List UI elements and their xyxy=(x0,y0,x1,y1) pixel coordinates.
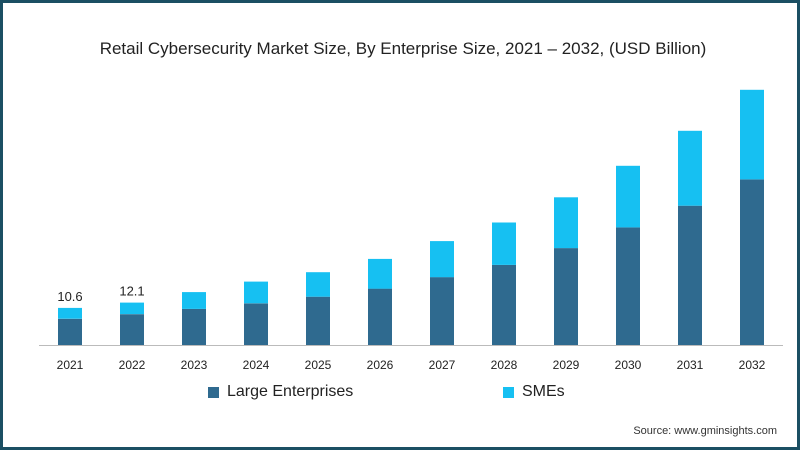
data-label-layer: 10.6 12.1 xyxy=(57,284,144,304)
x-tick-label-2031: 2031 xyxy=(677,358,704,372)
bar-large-enterprises-2025 xyxy=(306,296,330,345)
x-tick-label-2022: 2022 xyxy=(119,358,146,372)
legend-swatch-smes xyxy=(503,386,514,398)
bar-smes-2032 xyxy=(740,89,764,180)
bar-layer xyxy=(58,89,764,346)
bar-smes-2026 xyxy=(368,258,392,289)
x-tick-label-2024: 2024 xyxy=(243,358,270,372)
x-tick-layer: 2021 2022 2023 2024 2025 2026 2027 2028 2029 2030… xyxy=(57,358,766,372)
legend: Large Enterprises SMEs xyxy=(3,383,800,405)
chart-title: Retail Cybersecurity Market Size, By Ent… xyxy=(99,39,707,58)
bar-large-enterprises-2031 xyxy=(678,205,702,345)
bar-large-enterprises-2032 xyxy=(740,179,764,345)
legend-item-smes: SMEs xyxy=(503,383,565,401)
bar-large-enterprises-2030 xyxy=(616,227,640,345)
source-note: Source: www.gminsights.com xyxy=(633,425,777,437)
data-label-2021: 10.6 xyxy=(57,289,82,304)
bar-large-enterprises-2027 xyxy=(430,277,454,345)
bar-large-enterprises-2021 xyxy=(58,318,82,346)
bar-chart: 10.6 12.1 2021 2022 2023 2024 2025 2026 2027 202… xyxy=(39,89,783,372)
bar-large-enterprises-2028 xyxy=(492,264,516,345)
bar-large-enterprises-2029 xyxy=(554,248,578,346)
legend-item-large-enterprises: Large Enterprises xyxy=(208,383,353,401)
bar-large-enterprises-2023 xyxy=(182,308,206,345)
bar-smes-2022 xyxy=(120,302,144,315)
bar-smes-2023 xyxy=(182,292,206,309)
bar-smes-2031 xyxy=(678,130,702,206)
bar-large-enterprises-2022 xyxy=(120,314,144,345)
legend-label-large-enterprises: Large Enterprises xyxy=(227,383,354,400)
x-tick-label-2026: 2026 xyxy=(367,358,394,372)
bar-smes-2025 xyxy=(306,272,330,297)
x-tick-label-2021: 2021 xyxy=(57,358,84,372)
x-tick-label-2025: 2025 xyxy=(305,358,332,372)
legend-swatch-large-enterprises xyxy=(208,386,219,398)
x-tick-label-2023: 2023 xyxy=(181,358,208,372)
data-label-2022: 12.1 xyxy=(119,284,144,299)
x-tick-label-2030: 2030 xyxy=(615,358,642,372)
bar-smes-2024 xyxy=(244,281,268,304)
x-tick-label-2027: 2027 xyxy=(429,358,456,372)
legend-label-smes: SMEs xyxy=(522,383,565,400)
x-tick-label-2029: 2029 xyxy=(553,358,580,372)
bar-smes-2028 xyxy=(492,222,516,265)
bar-large-enterprises-2024 xyxy=(244,303,268,345)
bar-smes-2029 xyxy=(554,197,578,249)
x-tick-label-2028: 2028 xyxy=(491,358,518,372)
bar-smes-2027 xyxy=(430,241,454,278)
bar-smes-2030 xyxy=(616,165,640,228)
x-tick-label-2032: 2032 xyxy=(739,358,766,372)
bar-large-enterprises-2026 xyxy=(368,288,392,345)
bar-smes-2021 xyxy=(58,307,82,319)
